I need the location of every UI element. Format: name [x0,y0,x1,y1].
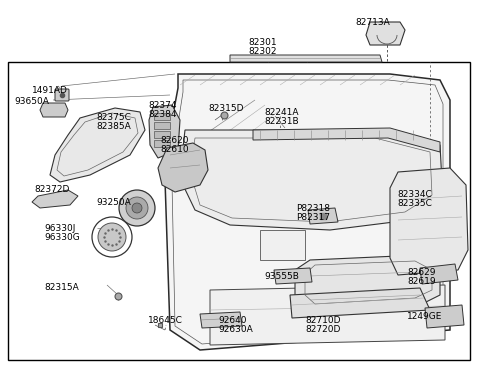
Polygon shape [295,255,440,310]
Polygon shape [32,190,78,208]
Polygon shape [40,103,68,117]
Polygon shape [50,108,145,182]
Bar [8,62,470,360]
Text: 82713A: 82713A [355,18,390,27]
Text: P82317: P82317 [296,213,330,222]
Polygon shape [165,74,450,350]
Bar [154,131,170,138]
Polygon shape [210,285,445,345]
Text: 82301: 82301 [248,38,276,47]
Text: 93555B: 93555B [264,272,299,281]
Text: 92630A: 92630A [218,325,253,334]
Polygon shape [200,312,242,328]
Bar [260,230,305,260]
Text: 82619: 82619 [407,277,436,286]
Text: 1249GE: 1249GE [407,312,443,321]
Text: 82620: 82620 [160,136,189,145]
Text: 82610: 82610 [160,145,189,154]
Polygon shape [425,305,464,328]
Polygon shape [420,264,458,284]
Text: 82315A: 82315A [44,283,79,292]
Text: 82629: 82629 [407,268,435,277]
Text: 82302: 82302 [248,47,276,56]
Polygon shape [390,168,468,275]
Text: 82241A: 82241A [264,108,299,117]
Bar [154,113,170,120]
Polygon shape [253,128,440,152]
Polygon shape [366,22,405,45]
Polygon shape [149,105,180,158]
Bar [154,122,170,129]
Polygon shape [274,268,312,284]
Circle shape [98,223,126,251]
Text: 82374: 82374 [148,101,177,110]
Text: 82710D: 82710D [305,316,340,325]
Bar [154,140,170,147]
Text: 82375C: 82375C [96,113,131,122]
Text: 82385A: 82385A [96,122,131,131]
Text: 82384: 82384 [148,110,177,119]
Text: 1491AD: 1491AD [32,86,68,95]
Polygon shape [230,55,382,62]
Polygon shape [290,288,430,318]
Text: 92640: 92640 [218,316,247,325]
Circle shape [132,203,142,213]
Polygon shape [183,130,443,230]
Text: 93250A: 93250A [96,198,131,207]
Polygon shape [308,208,338,224]
Polygon shape [158,143,208,192]
Text: 82315D: 82315D [208,104,243,113]
Text: 96330G: 96330G [44,233,80,242]
Text: P82318: P82318 [296,204,330,213]
Text: 82335C: 82335C [397,199,432,208]
Text: 82372D: 82372D [34,185,70,194]
Text: 93650A: 93650A [14,97,49,106]
Circle shape [126,197,148,219]
Text: 18645C: 18645C [148,316,183,325]
FancyBboxPatch shape [55,89,69,101]
Circle shape [119,190,155,226]
Text: 82334C: 82334C [397,190,432,199]
Text: 96330J: 96330J [44,224,75,233]
Text: 82720D: 82720D [305,325,340,334]
Text: 82231B: 82231B [264,117,299,126]
